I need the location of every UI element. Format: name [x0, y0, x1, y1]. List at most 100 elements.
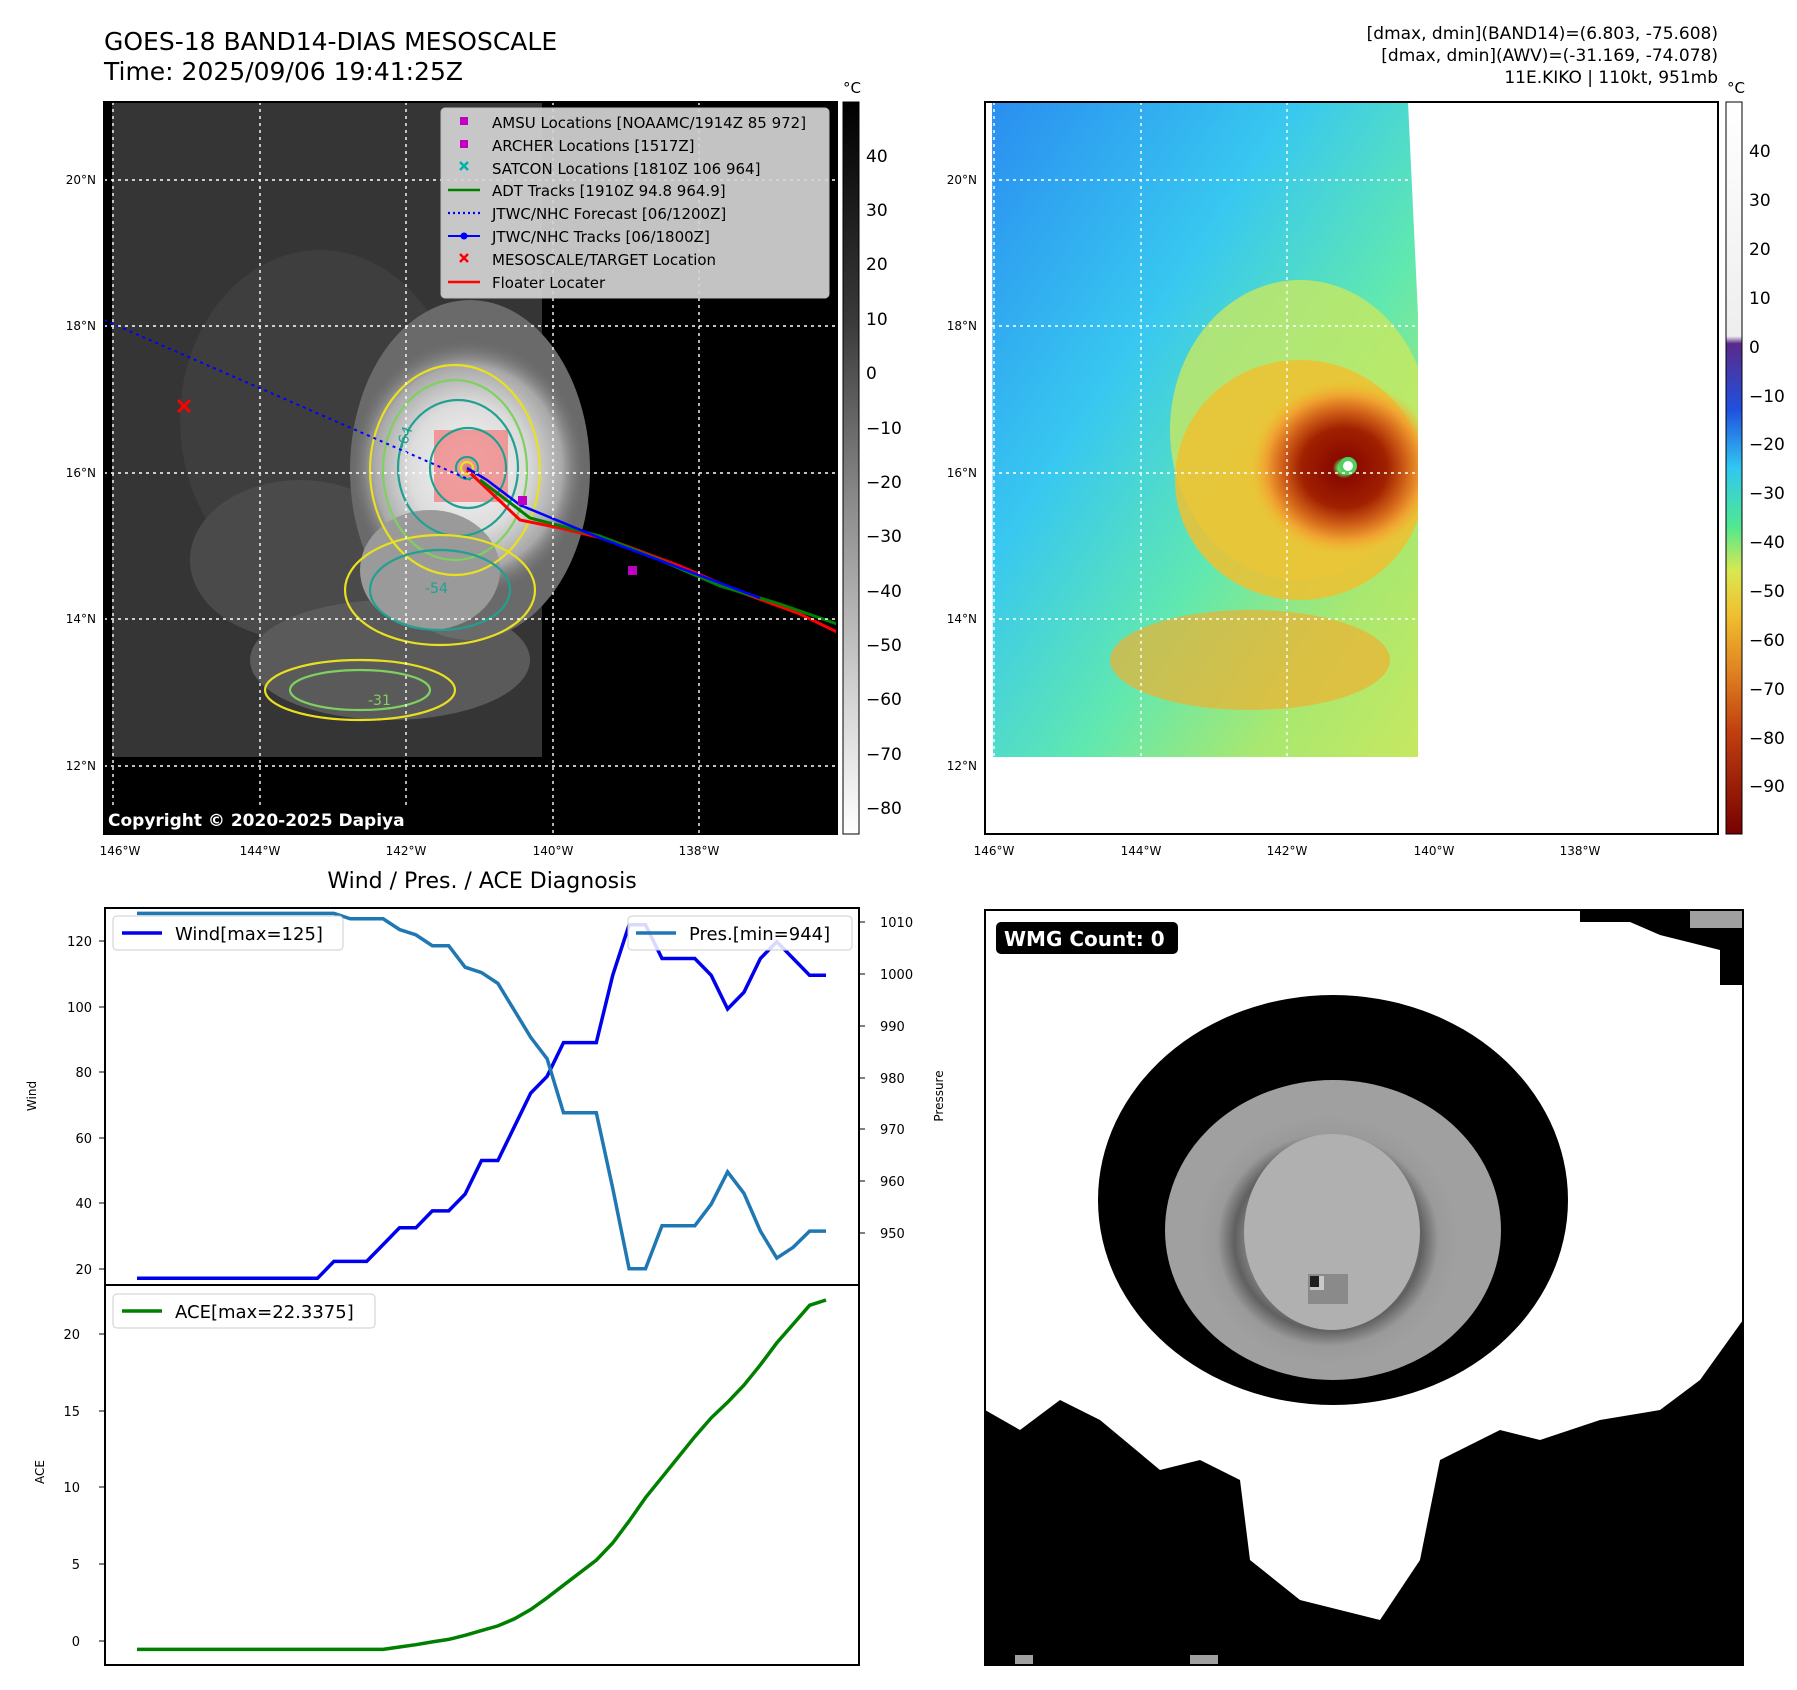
wmg-count-text: WMG Count: 0	[1004, 927, 1165, 951]
lon-tick: 140°W	[1414, 844, 1455, 858]
colorbar-tick: −80	[866, 799, 902, 819]
lon-tick: 142°W	[1267, 844, 1308, 858]
pressure-yticks: 950 960 970 980 990 1000 1010	[859, 916, 913, 1242]
colorbar-tick: 30	[866, 201, 888, 221]
figure-title: GOES-18 BAND14-DIAS MESOSCALE	[104, 27, 557, 56]
colorbar-tick: −30	[1749, 484, 1785, 504]
lat-tick: 14°N	[66, 612, 96, 626]
wind-ytick: 80	[75, 1066, 92, 1081]
ir-gridlines	[104, 102, 837, 834]
colorbar-tick: 20	[1749, 240, 1771, 260]
colorbar-tick: 0	[866, 364, 877, 384]
wind-ytick: 100	[67, 1001, 92, 1016]
awv-lat-ticks: 20°N 18°N 16°N 14°N 12°N	[947, 173, 977, 773]
ace-chart: ACE 0 5 10 15 20 ACE[max=22.3375]	[33, 1284, 860, 1666]
figure-time: Time: 2025/09/06 19:41:25Z	[103, 57, 463, 86]
lon-tick: 146°W	[974, 844, 1015, 858]
stats-awv: [dmax, dmin](AWV)=(-31.169, -74.078)	[1381, 46, 1718, 66]
lon-tick: 138°W	[679, 844, 720, 858]
colorbar-tick: 40	[866, 147, 888, 167]
colorbar-tick: −10	[1749, 387, 1785, 407]
ace-series-line	[137, 1298, 827, 1652]
stats-band14: [dmax, dmin](BAND14)=(6.803, -75.608)	[1367, 24, 1718, 44]
ace-legend: ACE[max=22.3375]	[112, 1293, 376, 1329]
legend-entry: MESOSCALE/TARGET Location	[492, 251, 716, 269]
lat-tick: 16°N	[947, 466, 977, 480]
ir-legend: AMSU Locations [NOAAMC/1914Z 85 972] ARC…	[440, 107, 830, 299]
legend-entry: AMSU Locations [NOAAMC/1914Z 85 972]	[492, 114, 806, 132]
ace-ytick: 20	[63, 1328, 80, 1343]
lat-tick: 18°N	[66, 319, 96, 333]
pressure-legend: Pres.[min=944]	[627, 915, 853, 951]
stats-storm: 11E.KIKO | 110kt, 951mb	[1504, 68, 1718, 88]
awv-lon-ticks: 146°W 144°W 142°W 140°W 138°W	[974, 844, 1601, 858]
legend-entry: ADT Tracks [1910Z 94.8 964.9]	[492, 182, 726, 200]
ace-yticks: 0 5 10 15 20	[63, 1328, 105, 1650]
pressure-ytick: 1000	[880, 968, 913, 983]
awv-imagery	[985, 102, 1718, 834]
colorbar-tick: −60	[1749, 631, 1785, 651]
ir-colorbar: °C 40 30 20 10 0 −10 −20 −30 −40 −50 −60…	[842, 79, 902, 835]
lat-tick: 16°N	[66, 466, 96, 480]
pressure-ytick: 990	[880, 1020, 905, 1035]
wind-yticks: 20 40 60 80 100 120	[67, 935, 105, 1278]
awv-map-panel: 20°N 18°N 16°N 14°N 12°N 146°W 144°W 142…	[947, 79, 1785, 858]
colorbar-tick: 40	[1749, 142, 1771, 162]
colorbar-tick: −20	[866, 473, 902, 493]
lat-tick: 18°N	[947, 319, 977, 333]
pressure-ytick: 950	[880, 1227, 905, 1242]
archer-marker	[628, 566, 637, 575]
colorbar-unit: °C	[1727, 79, 1745, 97]
colorbar-tick: −40	[866, 582, 902, 602]
legend-entry: SATCON Locations [1810Z 106 964]	[492, 160, 760, 178]
ace-axis-label: ACE	[33, 1460, 47, 1484]
ace-legend-label: ACE[max=22.3375]	[175, 1302, 354, 1323]
ace-ytick: 0	[72, 1635, 80, 1650]
ir-map-panel: -64 -54 -31 Copyright © 2020-2025 Dapiya…	[66, 79, 902, 858]
pressure-ytick: 960	[880, 1175, 905, 1190]
legend-marker	[459, 253, 469, 263]
contour-label: -31	[368, 693, 391, 709]
wind-series-line	[137, 923, 826, 1281]
wind-legend: Wind[max=125]	[112, 915, 344, 951]
ir-lon-ticks: 146°W 144°W 142°W 140°W 138°W	[100, 844, 720, 858]
colorbar-tick: 0	[1749, 338, 1760, 358]
legend-entry: ARCHER Locations [1517Z]	[492, 137, 695, 155]
ir-lat-ticks: 20°N 18°N 16°N 14°N 12°N	[66, 173, 96, 773]
colorbar-tick: −50	[1749, 582, 1785, 602]
wind-ytick: 40	[75, 1197, 92, 1212]
legend-marker	[459, 161, 469, 171]
legend-entry: JTWC/NHC Forecast [06/1200Z]	[491, 205, 726, 223]
colorbar-tick: −10	[866, 419, 902, 439]
lon-tick: 140°W	[533, 844, 574, 858]
ace-ytick: 5	[72, 1558, 80, 1573]
ace-ytick: 10	[63, 1481, 80, 1496]
pressure-ytick: 980	[880, 1072, 905, 1087]
colorbar-tick: −60	[866, 690, 902, 710]
copyright-text: Copyright © 2020-2025 Dapiya	[108, 811, 405, 831]
contour-label: -64	[394, 424, 417, 451]
diagnosis-title: Wind / Pres. / ACE Diagnosis	[327, 869, 636, 894]
pressure-legend-label: Pres.[min=944]	[689, 924, 830, 945]
contour-label: -54	[425, 581, 448, 597]
pressure-ytick: 970	[880, 1123, 905, 1138]
wind-legend-label: Wind[max=125]	[175, 924, 323, 945]
colorbar-tick: −40	[1749, 533, 1785, 553]
lon-tick: 142°W	[386, 844, 427, 858]
legend-marker	[460, 232, 468, 240]
pressure-ytick: 1010	[880, 916, 913, 931]
lat-tick: 20°N	[66, 173, 96, 187]
wind-axis-label: Wind	[25, 1081, 39, 1111]
copyright-badge	[104, 806, 424, 834]
colorbar-tick: 20	[866, 255, 888, 275]
awv-colorbar: °C 40 30 20 10 0 −10 −20 −30 −40 −50 −60…	[1725, 79, 1785, 835]
colorbar-tick: −20	[1749, 435, 1785, 455]
colorbar-tick: −50	[866, 636, 902, 656]
mesoscale-target-marker	[176, 398, 192, 414]
lon-tick: 144°W	[1121, 844, 1162, 858]
colorbar-tick: 10	[866, 310, 888, 330]
wmg-count-badge	[996, 922, 1178, 954]
wind-ytick: 120	[67, 935, 92, 950]
lat-tick: 12°N	[947, 759, 977, 773]
colorbar-tick: −90	[1749, 777, 1785, 797]
